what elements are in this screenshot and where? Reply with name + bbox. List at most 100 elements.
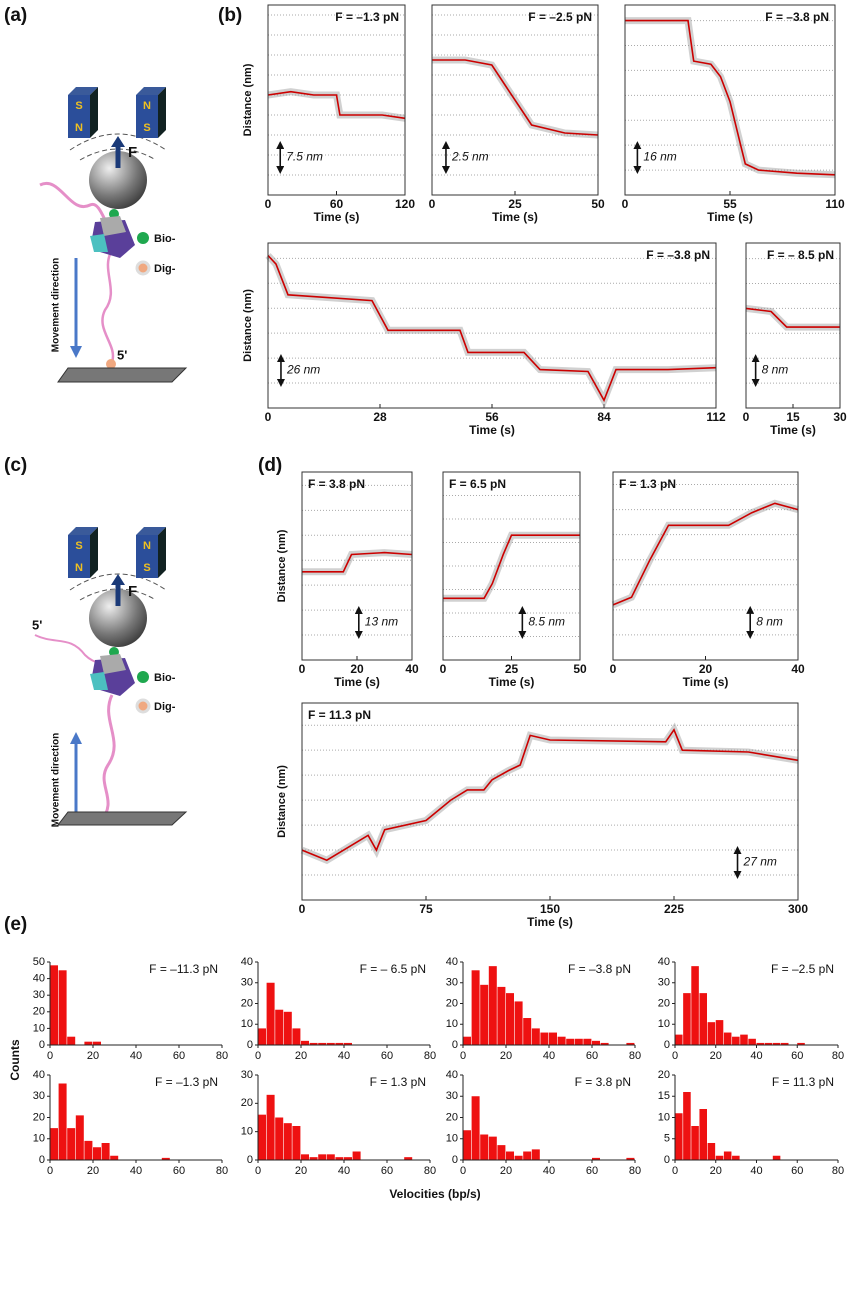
panel-label: (e) bbox=[4, 914, 27, 935]
magnet bbox=[136, 535, 158, 578]
x-axis-label: Velocities (bp/s) bbox=[389, 1187, 480, 1201]
bar bbox=[574, 1038, 583, 1045]
magnet bbox=[90, 87, 98, 138]
y-axis-label: Distance (nm) bbox=[276, 529, 288, 602]
x-tick-label: 0 bbox=[299, 662, 306, 676]
bar bbox=[326, 1154, 335, 1160]
axes bbox=[674, 1075, 838, 1161]
plot-frame bbox=[624, 4, 836, 196]
x-tick-label: 60 bbox=[586, 1165, 598, 1177]
bar bbox=[463, 1130, 471, 1160]
y-tick-label: 30 bbox=[446, 1090, 458, 1102]
y-tick-label: 10 bbox=[241, 1018, 253, 1030]
x-axis-label: Time (s) bbox=[527, 915, 573, 929]
x-axis-label: Time (s) bbox=[492, 210, 538, 224]
histogram-chart: 0 10 20 30 40 0 20 40 60 80 F = 3.8 pN bbox=[446, 1069, 641, 1177]
fit-line bbox=[301, 728, 799, 862]
bar bbox=[797, 1042, 805, 1045]
bar bbox=[84, 1041, 93, 1045]
plot-frame bbox=[431, 4, 599, 196]
legend-biotin bbox=[137, 671, 149, 683]
bar bbox=[772, 1042, 781, 1045]
fit-line bbox=[745, 307, 840, 328]
trace-chart: 0 20 40 F = 3.8 pN Time (s) Distance (nm) 13 n… bbox=[276, 471, 419, 689]
chart-title: F = –3.8 pN bbox=[765, 10, 829, 24]
x-tick-label: 300 bbox=[788, 902, 808, 916]
plot-frame bbox=[745, 242, 841, 409]
chart-title: F = 3.8 pN bbox=[308, 477, 365, 491]
histogram-chart: 0 10 20 30 0 20 40 60 80 F = 1.3 pN bbox=[241, 1069, 436, 1177]
x-axis-label: Time (s) bbox=[314, 210, 360, 224]
bar bbox=[58, 1083, 67, 1160]
bar bbox=[480, 1134, 489, 1160]
x-tick-label: 112 bbox=[706, 410, 726, 424]
protein bbox=[100, 654, 126, 674]
axes bbox=[49, 962, 222, 1046]
x-axis-label: Time (s) bbox=[707, 210, 753, 224]
x-axis-label: Time (s) bbox=[334, 675, 380, 689]
fit-line bbox=[443, 534, 580, 600]
x-tick-label: 80 bbox=[424, 1050, 436, 1062]
x-tick-label: 20 bbox=[500, 1050, 512, 1062]
x-tick-label: 150 bbox=[540, 902, 560, 916]
pole: N bbox=[143, 100, 151, 112]
y-tick-label: 15 bbox=[658, 1090, 670, 1102]
histogram-chart: 0 5 10 15 20 0 20 40 60 80 F = 11.3 pN bbox=[658, 1069, 844, 1177]
panel-label: (d) bbox=[258, 455, 282, 476]
bar bbox=[732, 1155, 740, 1160]
magnet bbox=[90, 527, 98, 578]
bar bbox=[67, 1128, 76, 1160]
y-tick-label: 20 bbox=[33, 1111, 45, 1123]
x-tick-label: 60 bbox=[586, 1050, 598, 1062]
protein bbox=[90, 234, 108, 252]
y-tick-label: 0 bbox=[452, 1039, 458, 1051]
plot-frame bbox=[267, 4, 406, 196]
magnet bbox=[158, 87, 166, 138]
fit-line bbox=[612, 502, 799, 606]
raw-trace bbox=[611, 499, 799, 609]
x-tick-label: 40 bbox=[130, 1050, 142, 1062]
bar bbox=[497, 986, 506, 1045]
protein bbox=[100, 216, 126, 236]
bar bbox=[258, 1028, 266, 1045]
x-tick-label: 40 bbox=[338, 1050, 350, 1062]
x-tick-label: 30 bbox=[833, 410, 847, 424]
trace-chart: 0 28 56 84 112 F = –3.8 pN Time (s) Distance (n… bbox=[242, 242, 726, 437]
x-tick-label: 0 bbox=[47, 1050, 53, 1062]
y-tick-label: 20 bbox=[658, 1069, 670, 1081]
bar bbox=[583, 1038, 592, 1045]
field-line bbox=[79, 588, 157, 601]
bar bbox=[110, 1155, 119, 1160]
y-axis-label: Distance (nm) bbox=[242, 289, 254, 362]
y-tick-label: 30 bbox=[33, 1090, 45, 1102]
y-tick-label: 40 bbox=[33, 1069, 45, 1081]
y-tick-label: 30 bbox=[658, 977, 670, 989]
chart-title: F = –1.3 pN bbox=[335, 10, 399, 24]
y-tick-label: 20 bbox=[241, 997, 253, 1009]
x-tick-label: 60 bbox=[173, 1050, 185, 1062]
scale-bar-label: 7.5 nm bbox=[286, 150, 323, 164]
legend-label: Bio- bbox=[154, 233, 176, 245]
magnet bbox=[158, 527, 166, 578]
x-tick-label: 225 bbox=[664, 902, 684, 916]
pole: N bbox=[75, 562, 83, 574]
magnet bbox=[136, 527, 166, 535]
y-tick-label: 5 bbox=[664, 1133, 670, 1145]
bar bbox=[707, 1143, 716, 1160]
x-tick-label: 120 bbox=[395, 197, 415, 211]
x-tick-label: 0 bbox=[622, 197, 629, 211]
y-tick-label: 30 bbox=[241, 977, 253, 989]
chart-title: F = 11.3 pN bbox=[308, 708, 371, 722]
scale-bar-label: 27 nm bbox=[743, 855, 777, 869]
bar bbox=[600, 1042, 609, 1045]
bar bbox=[523, 1151, 532, 1160]
x-tick-label: 60 bbox=[791, 1165, 803, 1177]
chart-title: F = – 8.5 pN bbox=[767, 248, 834, 262]
surface bbox=[56, 811, 188, 826]
digoxigenin bbox=[106, 359, 116, 369]
x-tick-label: 20 bbox=[699, 662, 713, 676]
trace-chart: 0 25 50 F = –2.5 pN Time (s) 2.5 nm bbox=[429, 4, 605, 224]
magnet bbox=[68, 95, 90, 138]
force-label: F bbox=[128, 583, 137, 600]
bar bbox=[514, 1001, 523, 1045]
